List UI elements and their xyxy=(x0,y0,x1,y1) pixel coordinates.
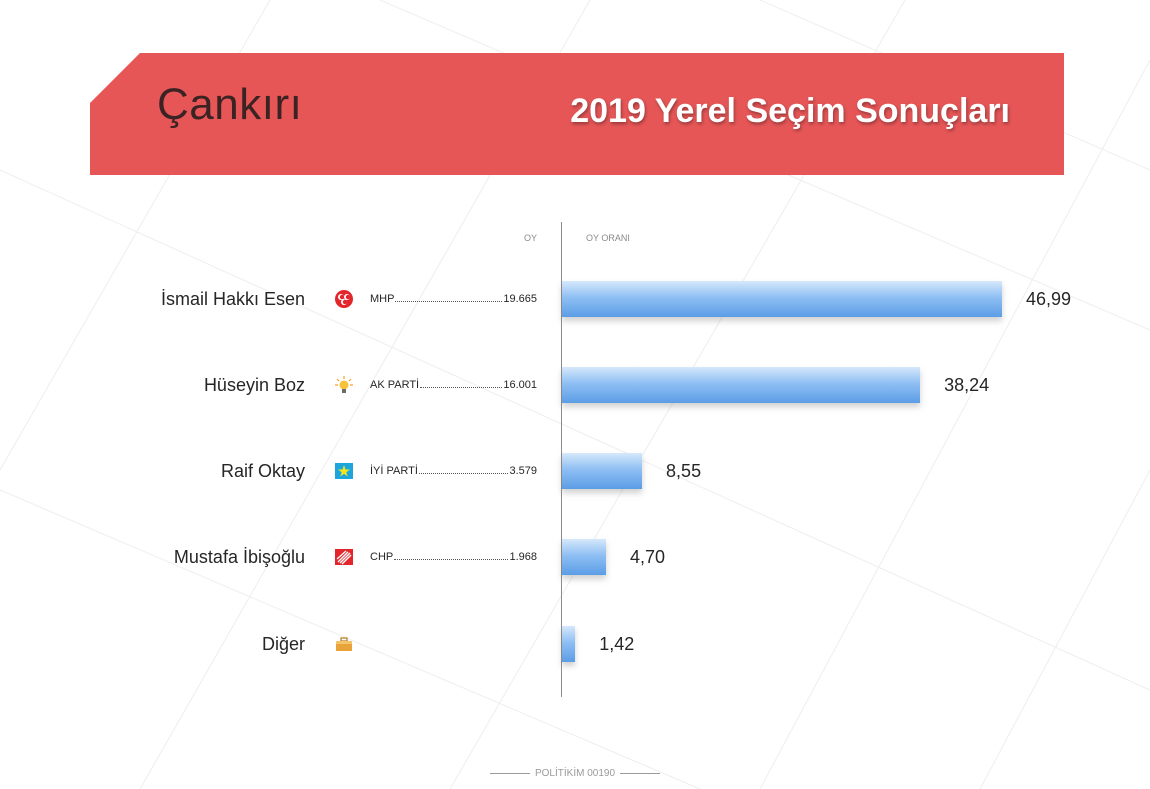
candidate-row: Hüseyin Boz AK PARTİ 16.001 38,24 xyxy=(0,367,1150,407)
footer-rule-right xyxy=(620,772,661,774)
title-banner xyxy=(90,53,1064,175)
bar xyxy=(562,281,1002,317)
vote-count: 16.001 xyxy=(503,379,537,391)
candidate-name: Raif Oktay xyxy=(220,461,305,481)
votes-column-header: OY xyxy=(524,233,538,243)
mhp-crescents-icon xyxy=(334,289,354,309)
candidate-name: Mustafa İbişoğlu xyxy=(173,547,305,567)
briefcase-icon xyxy=(334,634,354,654)
footer-text: POLİTİKİM 00190 xyxy=(534,768,616,779)
candidate-row: İsmail Hakkı Esen MHP 19.665 46,99 xyxy=(0,281,1150,321)
light-bulb-icon xyxy=(334,375,354,395)
party-name: AK PARTİ xyxy=(370,379,420,391)
data-label: 1,42 xyxy=(599,634,635,654)
chart-axis xyxy=(561,222,562,697)
data-label: 46,99 xyxy=(1026,289,1072,309)
data-label: 38,24 xyxy=(944,375,990,395)
party-name: CHP xyxy=(370,551,394,563)
bar xyxy=(562,539,606,575)
data-label: 4,70 xyxy=(630,547,666,567)
data-label: 8,55 xyxy=(666,461,702,481)
vote-count: 3.579 xyxy=(509,465,537,477)
star-icon xyxy=(334,461,354,481)
vote-count: 1.968 xyxy=(509,551,537,563)
party-name: MHP xyxy=(370,293,395,305)
party-vote-line: AK PARTİ 16.001 xyxy=(370,379,537,391)
six-arrows-icon xyxy=(334,547,354,567)
candidate-row: Diğer 1,42 xyxy=(0,626,1150,666)
leader-dots xyxy=(395,300,503,302)
candidate-row: Mustafa İbişoğlu CHP 1.968 4,70 xyxy=(0,539,1150,579)
banner-corner-cut xyxy=(90,53,140,103)
candidate-name: Diğer xyxy=(261,634,305,654)
party-vote-line: MHP 19.665 xyxy=(370,293,537,305)
leader-dots xyxy=(394,558,509,560)
candidate-name: İsmail Hakkı Esen xyxy=(160,289,305,309)
party-vote-line: İYİ PARTİ 3.579 xyxy=(370,465,537,477)
leader-dots xyxy=(420,386,503,388)
candidate-name: Hüseyin Boz xyxy=(203,375,305,395)
share-column-header: OY ORANI xyxy=(586,233,630,243)
page-title: 2019 Yerel Seçim Sonuçları xyxy=(570,92,1010,130)
bar xyxy=(562,367,921,403)
vote-count: 19.665 xyxy=(503,293,537,305)
party-name: İYİ PARTİ xyxy=(370,465,418,477)
leader-dots xyxy=(418,472,509,474)
bar xyxy=(562,626,576,662)
footer-rule-left xyxy=(489,772,530,774)
bar xyxy=(562,453,643,489)
footer: POLİTİKİM 00190 xyxy=(0,768,1150,779)
party-vote-line: CHP 1.968 xyxy=(370,551,537,563)
province-name: Çankırı xyxy=(157,80,303,129)
candidate-row: Raif Oktay İYİ PARTİ 3.579 8,55 xyxy=(0,453,1150,493)
